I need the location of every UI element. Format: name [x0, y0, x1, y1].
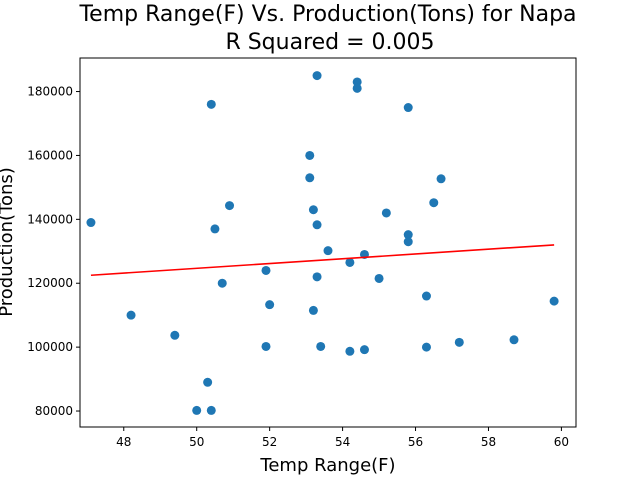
scatter-point-16	[308, 305, 318, 315]
scatter-point-30	[403, 103, 413, 113]
axes-frame	[79, 57, 577, 428]
scatter-point-14	[305, 173, 315, 183]
y-tick-label: 120000	[27, 276, 73, 290]
x-tick-label: 48	[116, 435, 131, 449]
scatter-point-35	[429, 198, 439, 208]
scatter-point-34	[421, 342, 431, 352]
scatter-point-19	[312, 272, 322, 282]
scatter-point-6	[206, 99, 216, 109]
scatter-point-24	[352, 77, 362, 87]
x-tick-label: 50	[189, 435, 204, 449]
scatter-point-15	[308, 205, 318, 215]
scatter-point-1	[126, 310, 136, 320]
scatter-point-37	[454, 337, 464, 347]
scatter-point-21	[323, 246, 333, 256]
y-tick-label: 80000	[35, 404, 73, 418]
chart-title-line2: R Squared = 0.005	[225, 30, 434, 55]
scatter-point-9	[225, 201, 235, 211]
scatter-point-2	[170, 330, 180, 340]
y-tick-label: 140000	[27, 212, 73, 226]
y-tick-label: 180000	[27, 85, 73, 99]
scatter-point-18	[312, 220, 322, 230]
scatter-point-39	[549, 296, 559, 306]
x-tick-label: 60	[554, 435, 569, 449]
scatter-point-8	[217, 278, 227, 288]
x-tick-label: 52	[262, 435, 277, 449]
y-axis-label: Production(Tons)	[0, 167, 17, 317]
scatter-point-31	[403, 230, 413, 240]
scatter-point-22	[345, 257, 355, 267]
y-tick-label: 160000	[27, 148, 73, 162]
scatter-point-10	[261, 265, 271, 275]
regression-line	[90, 244, 555, 277]
x-axis-ticks: 48 50 52 54 56 58 60	[116, 427, 569, 449]
scatter-point-7	[210, 224, 220, 234]
scatter-point-38	[509, 335, 519, 345]
x-tick-label: 56	[408, 435, 423, 449]
x-tick-label: 58	[481, 435, 496, 449]
scatter-point-28	[374, 273, 384, 283]
scatter-point-4	[203, 377, 213, 387]
scatter-point-23	[345, 346, 355, 356]
scatter-point-11	[261, 341, 271, 351]
scatter-point-36	[436, 174, 446, 184]
scatter-point-27	[359, 345, 369, 355]
scatter-point-32	[403, 237, 413, 247]
y-axis-ticks: 80000 100000 120000 140000 160000 180000	[27, 85, 80, 418]
plot-area	[86, 71, 559, 415]
scatter-point-29	[381, 208, 391, 218]
scatter-point-20	[316, 341, 326, 351]
chart-title-line1: Temp Range(F) Vs. Production(Tons) for N…	[78, 2, 576, 27]
scatter-point-0	[86, 218, 96, 228]
scatter-point-12	[265, 300, 275, 310]
scatter-point-5	[206, 405, 216, 415]
scatter-point-13	[305, 150, 315, 160]
scatter-point-17	[312, 71, 322, 81]
scatter-point-25	[352, 83, 362, 93]
x-axis-label: Temp Range(F)	[259, 455, 395, 476]
scatter-point-33	[421, 291, 431, 301]
x-tick-label: 54	[335, 435, 350, 449]
y-tick-label: 100000	[27, 340, 73, 354]
scatter-point-3	[192, 405, 202, 415]
